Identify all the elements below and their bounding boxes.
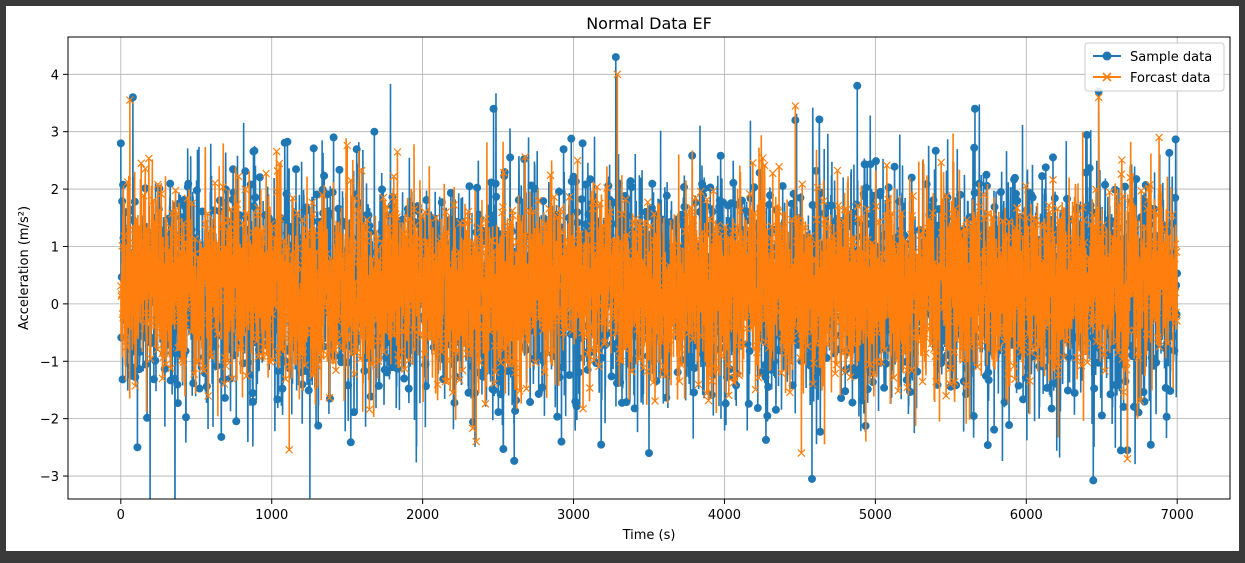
plot-frame (67, 36, 1231, 500)
x-tick-label: 6000 (1010, 508, 1043, 523)
y-tick-label: 4 (51, 68, 59, 83)
chart-svg: Normal Data EF 0 1000 2000 3000 4000 5000 6000… (6, 6, 1239, 551)
y-tick-label: −1 (40, 355, 59, 370)
x-tick-label: 1000 (255, 508, 288, 523)
y-tick-label: 3 (51, 126, 59, 141)
chart-title: Normal Data EF (586, 14, 712, 33)
y-tick-label: −3 (40, 470, 59, 485)
legend-label-forecast: Forcast data (1130, 71, 1210, 86)
x-tick-label: 2000 (406, 508, 439, 523)
y-tick-label: 2 (51, 183, 59, 198)
tick-layer: 0 1000 2000 3000 4000 5000 6000 7000 −3 −2 −1 0 1 2 3 4 (40, 68, 1194, 523)
legend-marker-forecast (1102, 72, 1112, 82)
series-markers (116, 70, 1181, 463)
legend: Sample data Forcast data (1084, 42, 1225, 92)
x-axis-label: Time (s) (622, 528, 676, 543)
legend-marker-sample (1102, 51, 1112, 61)
x-tick-label: 5000 (859, 508, 892, 523)
x-tick-label: 3000 (557, 508, 590, 523)
y-tick-label: 1 (51, 240, 59, 255)
series-1 (116, 70, 1181, 463)
legend-label-sample: Sample data (1130, 50, 1212, 65)
y-axis-label: Acceleration (m/s²) (17, 206, 32, 330)
x-tick-label: 7000 (1161, 508, 1194, 523)
chart-figure: Normal Data EF 0 1000 2000 3000 4000 5000 6000… (6, 6, 1239, 551)
y-tick-label: 0 (51, 298, 59, 313)
x-tick-label: 0 (117, 508, 125, 523)
x-tick-label: 4000 (708, 508, 741, 523)
data-layer (116, 53, 1182, 499)
y-tick-label: −2 (40, 413, 59, 428)
